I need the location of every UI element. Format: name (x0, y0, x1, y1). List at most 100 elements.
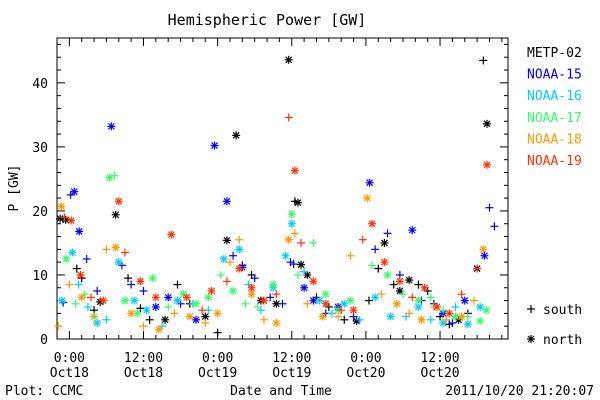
south-point (110, 171, 119, 180)
south-point (470, 296, 479, 305)
south-point (479, 56, 488, 65)
south-point (364, 296, 373, 305)
north-point (192, 315, 201, 324)
south-point (127, 280, 136, 289)
north-point (414, 296, 423, 305)
y-tick-label: 40 (32, 77, 48, 92)
north-point (482, 119, 491, 128)
south-point (426, 315, 435, 324)
north-point (173, 296, 182, 305)
south-point (414, 280, 423, 289)
north-point (210, 141, 219, 150)
north-point (392, 299, 401, 308)
north-point (287, 210, 296, 219)
north-point (284, 55, 293, 64)
north-point (70, 187, 79, 196)
x-tick-label-time: 0:00 (350, 351, 381, 366)
north-point (192, 299, 201, 308)
north-point (309, 277, 318, 286)
legend-entry-noaa-19: NOAA-19 (527, 154, 582, 169)
series-noaa-18 (54, 194, 488, 334)
south-point (389, 280, 398, 289)
series-noaa-17 (62, 171, 491, 326)
south-point (241, 299, 250, 308)
series-noaa-16 (57, 219, 485, 331)
north-point (318, 312, 327, 321)
south-point (490, 222, 499, 231)
north-point (386, 312, 395, 321)
south-point (259, 315, 268, 324)
south-point (408, 293, 417, 302)
north-point (62, 254, 71, 263)
north-point (479, 245, 488, 254)
north-point (229, 286, 238, 295)
plot-timestamp: 2011/10/20 21:20:07 (445, 384, 594, 399)
south-point (139, 286, 148, 295)
north-point (269, 280, 278, 289)
north-point (235, 245, 244, 254)
south-point (473, 264, 482, 273)
south-point (451, 302, 460, 311)
north-point (167, 230, 176, 239)
series-noaa-15 (59, 122, 499, 327)
south-point (213, 328, 222, 337)
south-point (309, 238, 318, 247)
south-point (145, 315, 154, 324)
north-point (463, 320, 472, 329)
plot-frame (56, 37, 509, 340)
north-point (99, 296, 108, 305)
x-tick-label-date: Oct19 (272, 366, 311, 381)
north-point (259, 296, 268, 305)
north-point (67, 216, 76, 225)
y-axis: 0 10 20 30 40 (32, 43, 508, 348)
south-point (266, 293, 275, 302)
south-point (102, 245, 111, 254)
north-point (321, 299, 330, 308)
data-points (54, 55, 499, 337)
north-point (315, 296, 324, 305)
south-point (170, 309, 179, 318)
north-point (293, 198, 302, 207)
y-tick-label: 30 (32, 141, 48, 156)
south-point (65, 280, 74, 289)
y-axis-label: P [GW] (7, 165, 22, 212)
south-point (374, 264, 383, 273)
north-point (380, 258, 389, 267)
x-tick-label-date: Oct20 (420, 366, 459, 381)
south-point (225, 258, 234, 267)
south-point (371, 245, 380, 254)
legend-marker-south (527, 305, 535, 313)
legend-entry-noaa-17: NOAA-17 (527, 111, 582, 126)
south-point (198, 306, 207, 315)
south-point (60, 213, 69, 222)
north-point (349, 306, 358, 315)
north-point (352, 317, 361, 326)
south-point (405, 309, 414, 318)
north-point (57, 202, 66, 211)
x-tick-label-time: 12:00 (420, 351, 459, 366)
north-point (380, 238, 389, 247)
north-point (222, 197, 231, 206)
x-axis: 0:00Oct1812:00Oct180:00Oct1912:00Oct190:… (50, 38, 503, 381)
north-point (114, 197, 123, 206)
south-point (297, 238, 306, 247)
south-point (340, 315, 349, 324)
south-point (216, 270, 225, 279)
south-point (442, 315, 451, 324)
legend-marker-label: south (543, 303, 582, 318)
legend-entry-noaa-15: NOAA-15 (527, 68, 582, 83)
y-tick-label: 10 (32, 269, 48, 284)
south-point (457, 290, 466, 299)
x-tick-label-date: Oct20 (346, 366, 385, 381)
north-point (57, 296, 66, 305)
north-point (247, 283, 256, 292)
x-tick-label-date: Oct18 (50, 366, 89, 381)
south-point (383, 229, 392, 238)
north-point (297, 260, 306, 269)
north-point (111, 210, 120, 219)
south-point (485, 203, 494, 212)
south-point (337, 306, 346, 315)
south-point (71, 299, 80, 308)
x-tick-label-time: 0:00 (54, 351, 85, 366)
